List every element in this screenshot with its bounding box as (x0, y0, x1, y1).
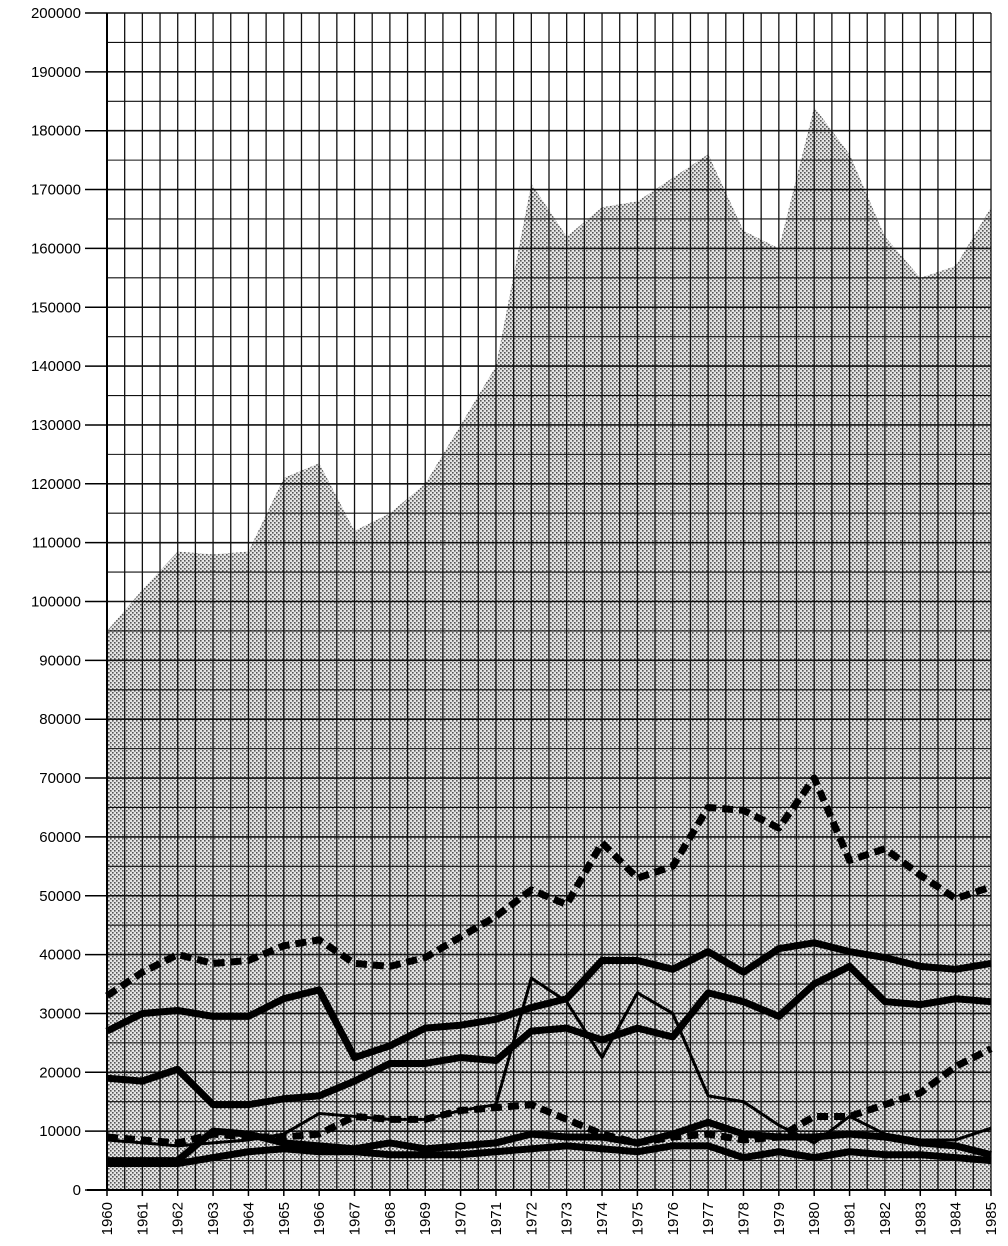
y-tick-label: 100000 (31, 594, 81, 611)
x-tick-label: 1981 (842, 1202, 859, 1235)
x-tick-label: 1969 (417, 1202, 434, 1235)
series-line-5 (106, 1045, 993, 1147)
x-tick-label: 1974 (594, 1202, 611, 1235)
grid-layer (106, 12, 992, 1191)
y-tick-label: 180000 (31, 123, 81, 140)
series-line-2 (105, 939, 992, 1062)
x-tick-label: 1979 (771, 1202, 788, 1235)
y-tick-label: 110000 (32, 535, 81, 552)
x-tick-label: 1962 (170, 1202, 187, 1235)
x-tick-label: 1977 (700, 1202, 717, 1235)
y-tick-label: 130000 (31, 417, 81, 434)
x-tick-label: 1965 (276, 1202, 293, 1235)
x-tick-label: 1980 (806, 1202, 823, 1235)
y-tick-label: 190000 (31, 64, 81, 81)
x-tick-label: 1970 (453, 1202, 470, 1235)
x-tick-label: 1985 (983, 1202, 1000, 1235)
x-tick-label: 1966 (311, 1202, 328, 1235)
series-line-3 (106, 962, 992, 1109)
y-tick-label: 90000 (39, 652, 81, 669)
y-tick-label: 200000 (31, 5, 81, 22)
x-tick-label: 1964 (240, 1202, 257, 1235)
axis-layer: 0 10000 20000 30000 40000 50000 60000 70000 8000… (31, 5, 1000, 1235)
series-layer (105, 774, 993, 1168)
x-tick-label: 1960 (99, 1202, 116, 1235)
y-tick-label: 20000 (39, 1064, 81, 1081)
series-line-7 (107, 1142, 992, 1168)
y-tick-label: 60000 (39, 829, 81, 846)
y-tick-label: 70000 (39, 770, 81, 787)
x-tick-label: 1978 (735, 1202, 752, 1235)
y-tick-label: 10000 (39, 1123, 81, 1140)
x-tick-label: 1972 (523, 1202, 540, 1235)
y-tick-label: 30000 (39, 1005, 81, 1022)
x-tick-label: 1967 (347, 1202, 364, 1235)
x-tick-label: 1963 (205, 1202, 222, 1235)
y-tick-label: 40000 (39, 947, 81, 964)
y-tick-label: 160000 (31, 240, 81, 257)
x-tick-label: 1984 (948, 1202, 965, 1235)
x-tick-label: 1961 (134, 1202, 151, 1235)
x-tick-label: 1973 (559, 1202, 576, 1235)
y-tick-label: 140000 (31, 358, 81, 375)
x-tick-label: 1971 (488, 1202, 505, 1235)
x-tick-label: 1975 (629, 1202, 646, 1235)
y-tick-label: 150000 (31, 299, 81, 316)
y-tick-label: 120000 (31, 476, 81, 493)
y-tick-label: 80000 (39, 711, 81, 728)
x-tick-label: 1983 (912, 1202, 929, 1235)
y-tick-label: 170000 (31, 182, 81, 199)
y-tick-label: 50000 (39, 888, 81, 905)
series-line-6 (107, 1118, 992, 1165)
x-tick-label: 1968 (382, 1202, 399, 1235)
x-tick-label: 1976 (665, 1202, 682, 1235)
x-tick-label: 1982 (877, 1202, 894, 1235)
series-line-1 (105, 774, 993, 999)
y-tick-label: 0 (73, 1182, 81, 1199)
